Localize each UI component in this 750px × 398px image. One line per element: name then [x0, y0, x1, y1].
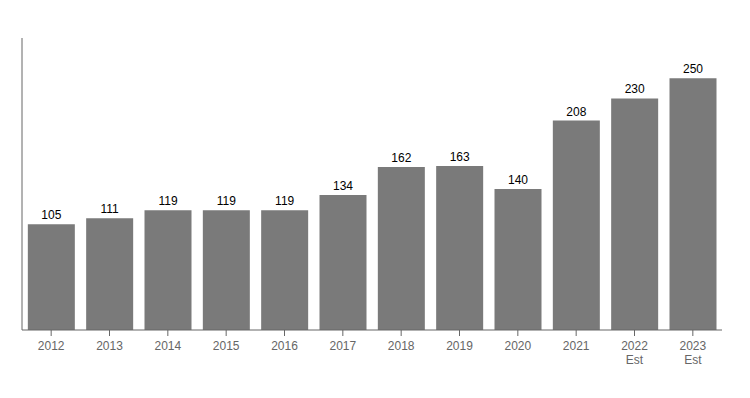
svg-text:230: 230: [625, 82, 645, 96]
svg-text:119: 119: [217, 194, 236, 208]
svg-text:2023Est: 2023Est: [679, 339, 706, 367]
svg-text:140: 140: [508, 173, 528, 187]
svg-text:2014: 2014: [154, 339, 181, 353]
svg-text:2019: 2019: [446, 339, 473, 353]
svg-text:134: 134: [333, 179, 353, 193]
svg-text:163: 163: [450, 150, 470, 164]
svg-text:2012: 2012: [38, 339, 65, 353]
svg-text:208: 208: [566, 105, 586, 119]
svg-text:119: 119: [275, 194, 294, 208]
svg-text:111: 111: [101, 202, 120, 216]
svg-text:250: 250: [683, 62, 703, 76]
svg-text:2015: 2015: [213, 339, 240, 353]
svg-text:105: 105: [41, 208, 61, 222]
svg-text:119: 119: [158, 194, 177, 208]
svg-text:2016: 2016: [271, 339, 298, 353]
svg-text:2022Est: 2022Est: [621, 339, 648, 367]
svg-text:2013: 2013: [96, 339, 123, 353]
svg-text:162: 162: [391, 151, 411, 165]
svg-text:2018: 2018: [388, 339, 415, 353]
svg-text:2020: 2020: [504, 339, 531, 353]
svg-text:2021: 2021: [563, 339, 590, 353]
svg-text:2017: 2017: [329, 339, 356, 353]
